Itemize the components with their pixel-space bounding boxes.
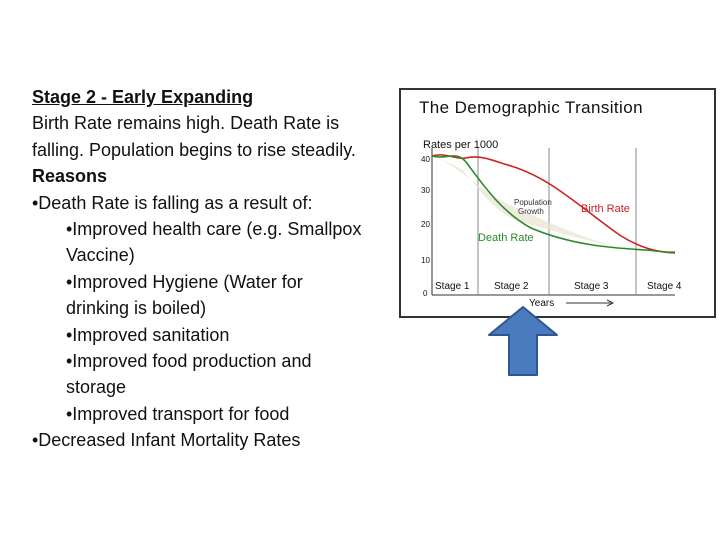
y-axis-label: Rates per 1000 xyxy=(423,139,498,151)
stage-1-label: Stage 1 xyxy=(435,281,470,292)
death-rate-label: Death Rate xyxy=(478,232,534,244)
bullet-health-care: •Improved health care (e.g. Smallpox xyxy=(66,219,362,240)
bullet-health-care-cont: Vaccine) xyxy=(66,245,135,266)
description-line-1: Birth Rate remains high. Death Rate is xyxy=(32,113,340,134)
y-tick-20: 20 xyxy=(421,220,430,229)
bullet-sanitation: •Improved sanitation xyxy=(66,324,230,345)
death-rate-curve xyxy=(431,155,676,254)
population-growth-label-2: Growth xyxy=(518,207,544,216)
bullet-infant-mortality: •Decreased Infant Mortality Rates xyxy=(32,430,301,451)
bullet-death-rate: •Death Rate is falling as a result of: xyxy=(32,192,313,213)
birth-rate-curve xyxy=(431,154,676,254)
description-line-2: falling. Population begins to rise stead… xyxy=(32,139,356,160)
years-arrow-head-icon xyxy=(606,299,615,307)
stage-3-label: Stage 3 xyxy=(574,281,609,292)
bullet-hygiene-cont: drinking is boiled) xyxy=(66,298,207,319)
population-growth-label-1: Population xyxy=(514,198,552,207)
birth-rate-label: Birth Rate xyxy=(581,203,630,215)
y-tick-10: 10 xyxy=(421,256,430,265)
bullet-food-production: •Improved food production and xyxy=(66,351,312,372)
diagram-graphic: Rates per 1000 40 30 20 10 0 Birth Rate … xyxy=(421,139,682,309)
bullet-hygiene: •Improved Hygiene (Water for xyxy=(66,271,303,292)
bullet-food-production-cont: storage xyxy=(66,377,127,398)
y-tick-0: 0 xyxy=(423,289,428,298)
stage-2-label: Stage 2 xyxy=(494,281,529,292)
demographic-transition-diagram: The Demographic Transition Rates per 100… xyxy=(399,88,716,318)
y-tick-30: 30 xyxy=(421,186,430,195)
stage-description: Stage 2 - Early Expanding Birth Rate rem… xyxy=(32,84,392,454)
stage-heading: Stage 2 - Early Expanding xyxy=(32,87,254,107)
up-arrow-icon xyxy=(488,306,558,376)
reasons-heading: Reasons xyxy=(32,166,108,187)
bullet-transport: •Improved transport for food xyxy=(66,403,290,424)
x-axis-label: Years xyxy=(529,298,554,309)
stage-4-label: Stage 4 xyxy=(647,281,682,292)
y-tick-40: 40 xyxy=(421,155,430,164)
diagram-title: The Demographic Transition xyxy=(419,98,643,117)
